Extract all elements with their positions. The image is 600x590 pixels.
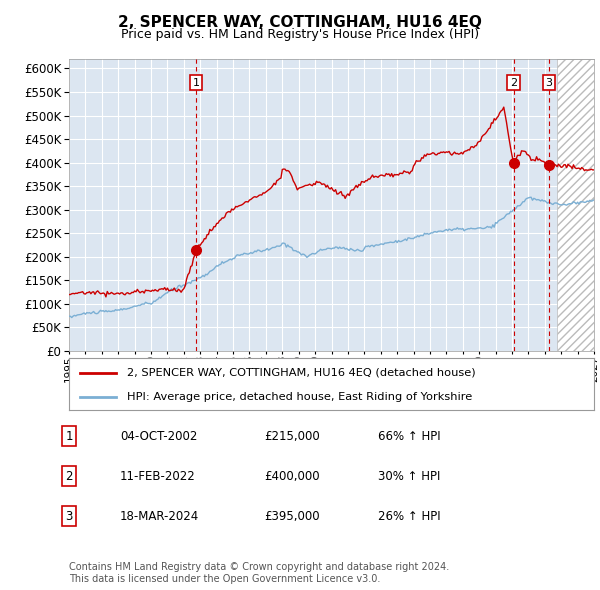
- Text: £215,000: £215,000: [264, 430, 320, 442]
- Text: HPI: Average price, detached house, East Riding of Yorkshire: HPI: Average price, detached house, East…: [127, 392, 472, 402]
- Text: £395,000: £395,000: [264, 510, 320, 523]
- Text: 3: 3: [545, 77, 553, 87]
- Text: 2: 2: [65, 470, 73, 483]
- Bar: [557, 59, 594, 351]
- Text: 04-OCT-2002: 04-OCT-2002: [120, 430, 197, 442]
- Text: 26% ↑ HPI: 26% ↑ HPI: [378, 510, 440, 523]
- Text: 1: 1: [193, 77, 200, 87]
- Text: 3: 3: [65, 510, 73, 523]
- Text: 1: 1: [65, 430, 73, 442]
- Text: 66% ↑ HPI: 66% ↑ HPI: [378, 430, 440, 442]
- Text: £400,000: £400,000: [264, 470, 320, 483]
- Text: Price paid vs. HM Land Registry's House Price Index (HPI): Price paid vs. HM Land Registry's House …: [121, 28, 479, 41]
- Text: 18-MAR-2024: 18-MAR-2024: [120, 510, 199, 523]
- Text: 2, SPENCER WAY, COTTINGHAM, HU16 4EQ (detached house): 2, SPENCER WAY, COTTINGHAM, HU16 4EQ (de…: [127, 368, 475, 378]
- Text: 11-FEB-2022: 11-FEB-2022: [120, 470, 196, 483]
- Text: 30% ↑ HPI: 30% ↑ HPI: [378, 470, 440, 483]
- Text: Contains HM Land Registry data © Crown copyright and database right 2024.
This d: Contains HM Land Registry data © Crown c…: [69, 562, 449, 584]
- Text: 2, SPENCER WAY, COTTINGHAM, HU16 4EQ: 2, SPENCER WAY, COTTINGHAM, HU16 4EQ: [118, 15, 482, 30]
- Text: 2: 2: [510, 77, 517, 87]
